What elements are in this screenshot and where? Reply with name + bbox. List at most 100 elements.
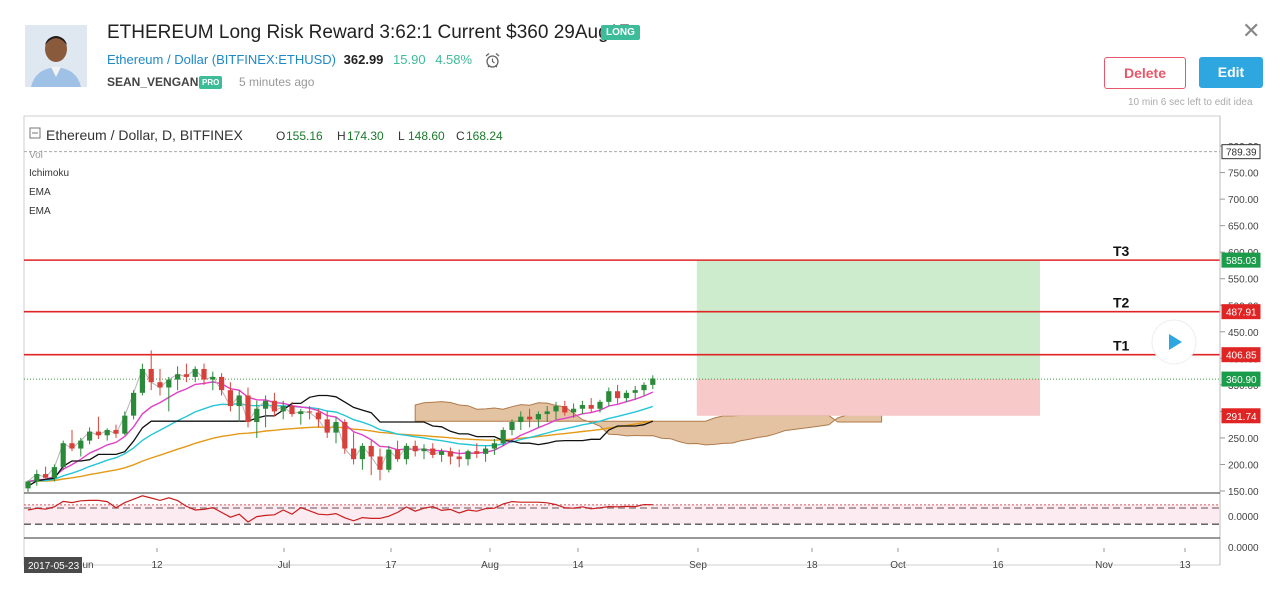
candle-22 xyxy=(219,376,225,391)
ema-slow-line xyxy=(27,420,653,483)
candle-14 xyxy=(148,368,154,383)
author-username[interactable]: SEAN_VENGAN xyxy=(107,75,199,89)
y-tick-label-5: 550.00 xyxy=(1228,275,1259,286)
y-tick-label-1: 750.00 xyxy=(1228,169,1259,180)
legend-title: Ethereum / Dollar, D, BITFINEX xyxy=(46,127,243,143)
candle-65 xyxy=(597,401,603,409)
candle-3 xyxy=(51,467,57,478)
candle-10 xyxy=(113,429,119,434)
candle-44 xyxy=(412,445,418,452)
edit-button[interactable]: Edit xyxy=(1199,57,1263,88)
candle-36 xyxy=(342,422,348,449)
play-icon xyxy=(1169,334,1182,350)
candle-50 xyxy=(465,451,471,460)
symbol-name-link[interactable]: Ethereum / Dollar xyxy=(107,52,209,67)
candle-32 xyxy=(307,411,313,413)
candle-20 xyxy=(201,368,207,380)
candle-58 xyxy=(535,414,541,420)
candle-25 xyxy=(245,395,251,423)
candle-21 xyxy=(210,376,216,380)
price-label-5: 291.74 xyxy=(1226,412,1257,423)
close-icon[interactable]: ✕ xyxy=(1242,18,1261,43)
delete-button[interactable]: Delete xyxy=(1104,57,1186,89)
candle-68 xyxy=(623,392,629,399)
candle-52 xyxy=(483,448,489,454)
target-label-t2: T2 xyxy=(1113,295,1130,311)
x-tick-label-4: 14 xyxy=(572,560,584,571)
candle-47 xyxy=(439,451,445,455)
candle-54 xyxy=(500,429,506,444)
long-position-box xyxy=(24,260,1220,416)
loss-zone xyxy=(696,379,1040,416)
legend-c-value: 168.24 xyxy=(466,129,503,143)
osc-axis-label-2: 0.0000 xyxy=(1228,543,1259,554)
base-line xyxy=(27,394,654,487)
candle-9 xyxy=(104,429,110,436)
candle-16 xyxy=(166,379,172,388)
candle-56 xyxy=(518,416,524,423)
x-tick-label-0: 12 xyxy=(151,560,163,571)
candle-49 xyxy=(456,456,462,460)
candle-59 xyxy=(544,411,550,415)
candle-15 xyxy=(157,382,163,388)
candle-64 xyxy=(588,405,594,409)
candle-62 xyxy=(571,408,577,413)
candle-53 xyxy=(491,443,497,449)
y-tick-label-7: 450.00 xyxy=(1228,328,1259,339)
price-label-box-0 xyxy=(1221,144,1261,160)
alarm-clock-icon[interactable] xyxy=(484,52,501,74)
candle-4 xyxy=(60,443,66,468)
legend-h-value: 174.30 xyxy=(347,129,384,143)
edit-time-note: 10 min 6 sec left to edit idea xyxy=(1128,97,1253,108)
x-tick-label-8: 16 xyxy=(992,560,1004,571)
target-label-t1: T1 xyxy=(1113,338,1130,354)
candle-27 xyxy=(263,400,269,409)
candle-12 xyxy=(131,392,137,416)
candle-41 xyxy=(386,449,392,470)
candle-0 xyxy=(25,481,31,489)
last-price: 362.99 xyxy=(343,52,384,67)
candle-46 xyxy=(430,448,436,455)
svg-text:2017-05-23: 2017-05-23 xyxy=(28,561,80,572)
time-axis: 12 Jul 17 Aug 14 Sep 18 Oct 16 Nov 13 un xyxy=(82,548,1191,571)
price-label-3: 406.85 xyxy=(1226,351,1257,362)
y-tick-label-12: 200.00 xyxy=(1228,460,1259,471)
candle-60 xyxy=(553,406,559,412)
price-change-pct: 4.58% xyxy=(435,52,473,67)
candle-43 xyxy=(403,445,409,460)
x-tick-label-10: 13 xyxy=(1179,560,1191,571)
x-tick-label-3: Aug xyxy=(481,560,499,571)
candle-42 xyxy=(395,449,401,460)
price-label-2: 487.91 xyxy=(1226,308,1257,319)
candle-69 xyxy=(632,390,638,393)
idea-title: ETHEREUM Long Risk Reward 3:62:1 Current… xyxy=(107,22,630,43)
x-tick-label-jun: un xyxy=(82,560,93,571)
candle-63 xyxy=(579,405,585,409)
candle-55 xyxy=(509,422,515,430)
candle-40 xyxy=(377,456,383,470)
direction-badge: LONG xyxy=(601,25,640,40)
target-lines: T3 T2 T1 xyxy=(24,243,1220,356)
candle-26 xyxy=(254,408,260,423)
conversion-line xyxy=(27,381,654,483)
indicator-label-vol: Vol xyxy=(29,150,43,161)
x-tick-label-5: Sep xyxy=(689,560,707,571)
y-tick-label-11: 250.00 xyxy=(1228,434,1259,445)
legend-l-value: 148.60 xyxy=(408,129,445,143)
candle-38 xyxy=(359,445,365,460)
candle-51 xyxy=(474,451,480,454)
price-label-1: 585.03 xyxy=(1226,256,1257,267)
avatar[interactable] xyxy=(25,25,87,87)
indicator-lines xyxy=(27,367,654,487)
candle-5 xyxy=(69,443,75,449)
candle-71 xyxy=(650,378,656,385)
symbol-code-link[interactable]: (BITFINEX:ETHUSD) xyxy=(211,52,337,67)
legend-h-label: H xyxy=(337,129,346,143)
x-tick-label-1: Jul xyxy=(278,560,291,571)
x-tick-label-9: Nov xyxy=(1095,560,1113,571)
candle-37 xyxy=(351,448,357,460)
pro-badge: PRO xyxy=(199,76,223,89)
play-button[interactable] xyxy=(1151,319,1197,365)
